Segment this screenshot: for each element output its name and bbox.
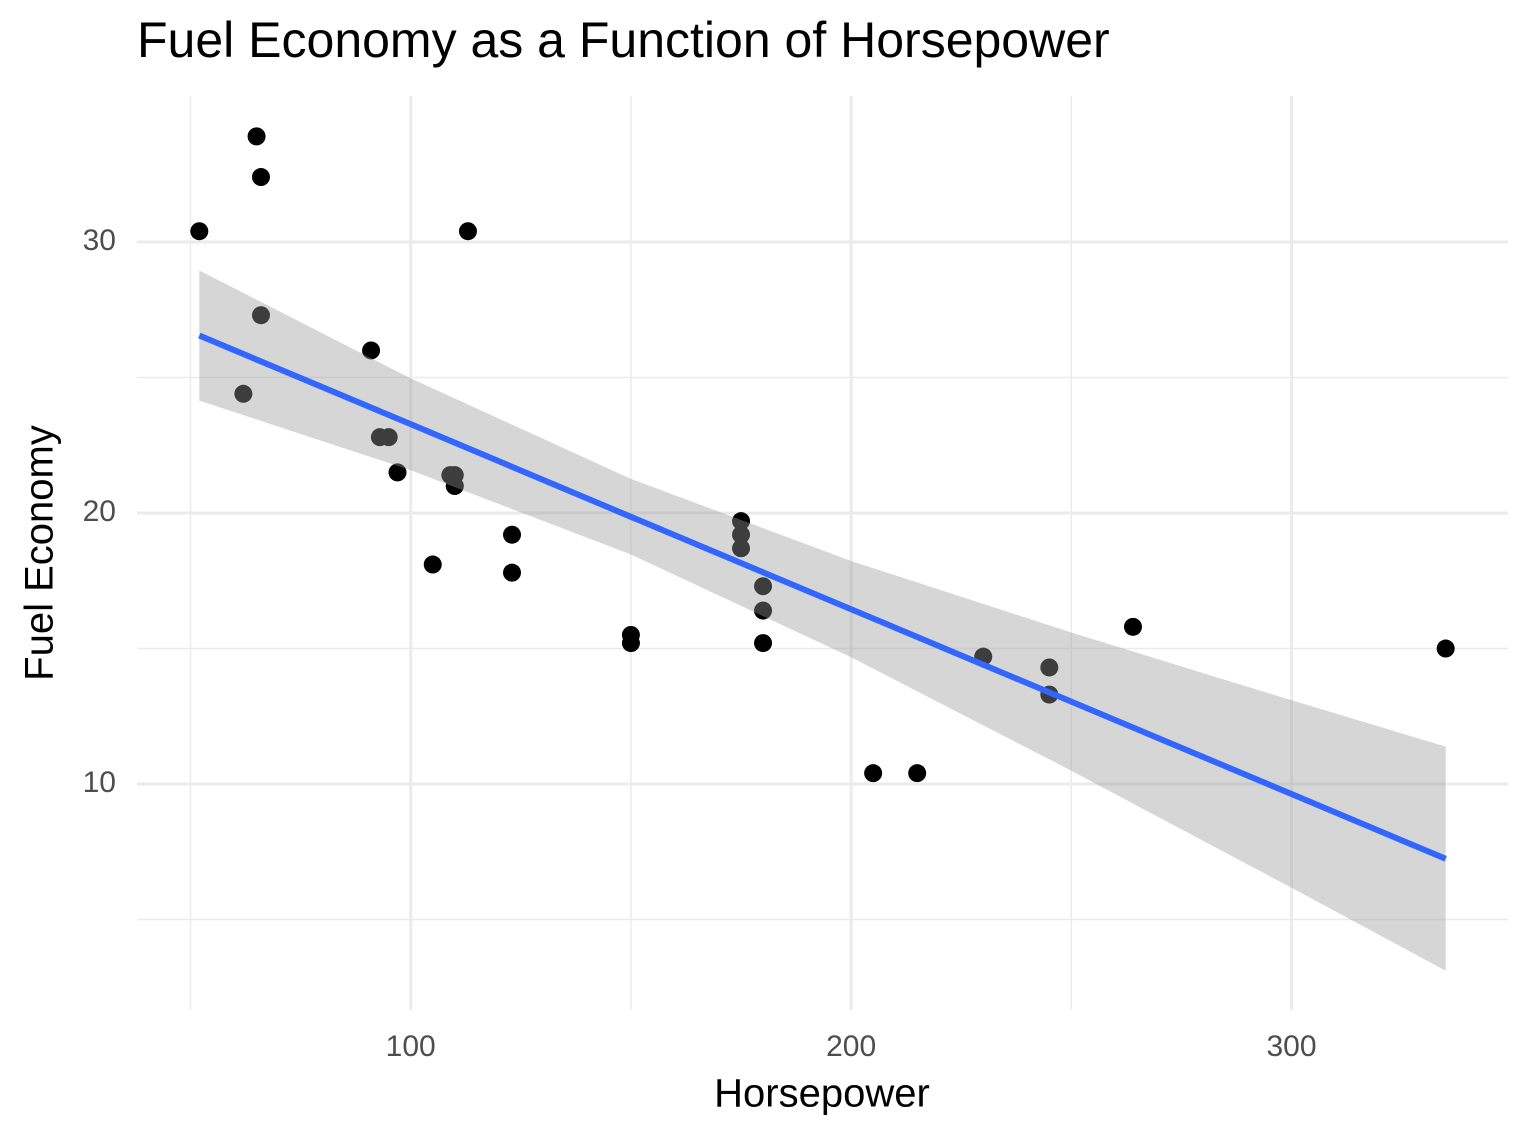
point (379, 428, 398, 447)
point (754, 634, 773, 653)
chart-title: Fuel Economy as a Function of Horsepower (137, 12, 1110, 68)
point (908, 764, 927, 783)
point (458, 222, 477, 241)
x-axis-title: Horsepower (714, 1072, 930, 1116)
point (732, 539, 751, 558)
point (247, 127, 266, 146)
point (251, 306, 270, 325)
point (1123, 617, 1142, 636)
point (754, 601, 773, 620)
confidence-band (199, 270, 1446, 971)
point (864, 764, 883, 783)
point (732, 512, 751, 531)
point (503, 563, 522, 582)
point (441, 466, 460, 485)
point (732, 525, 751, 544)
point (423, 555, 442, 574)
y-axis-title: Fuel Economy (18, 425, 62, 681)
point (251, 168, 270, 187)
point (621, 634, 640, 653)
point (1436, 639, 1455, 658)
x-tick-label: 300 (1267, 1030, 1317, 1063)
point (362, 341, 381, 360)
point (1040, 658, 1059, 677)
trend-line (198, 332, 1447, 862)
point (754, 577, 773, 596)
point (190, 222, 209, 241)
point (388, 463, 407, 482)
x-tick-label: 100 (386, 1030, 436, 1063)
y-tick-label: 10 (83, 766, 116, 799)
point (234, 384, 253, 403)
point (503, 525, 522, 544)
x-tick-label: 200 (826, 1030, 876, 1063)
y-tick-label: 20 (83, 495, 116, 528)
y-tick-label: 30 (83, 224, 116, 257)
